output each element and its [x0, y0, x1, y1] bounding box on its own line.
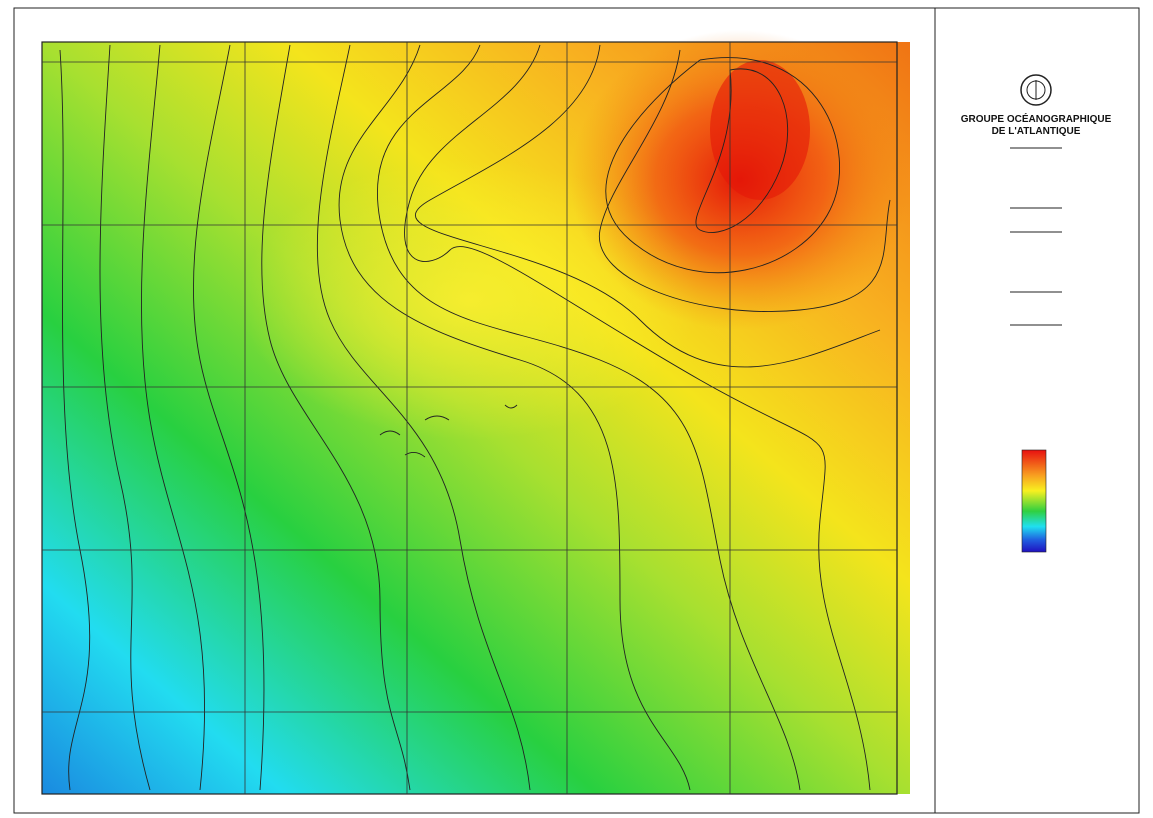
depth-legend: [1022, 450, 1046, 552]
deep-core: [710, 60, 810, 200]
title-line: GROUPE OCÉANOGRAPHIQUE: [961, 112, 1112, 125]
logo: [1021, 75, 1051, 105]
map-svg: GROUPE OCÉANOGRAPHIQUE DE L'ATLANTIQUE: [0, 0, 1153, 818]
separators: [1010, 148, 1062, 325]
title-line: DE L'ATLANTIQUE: [992, 126, 1081, 137]
map-sheet: GROUPE OCÉANOGRAPHIQUE DE L'ATLANTIQUE: [0, 0, 1153, 818]
